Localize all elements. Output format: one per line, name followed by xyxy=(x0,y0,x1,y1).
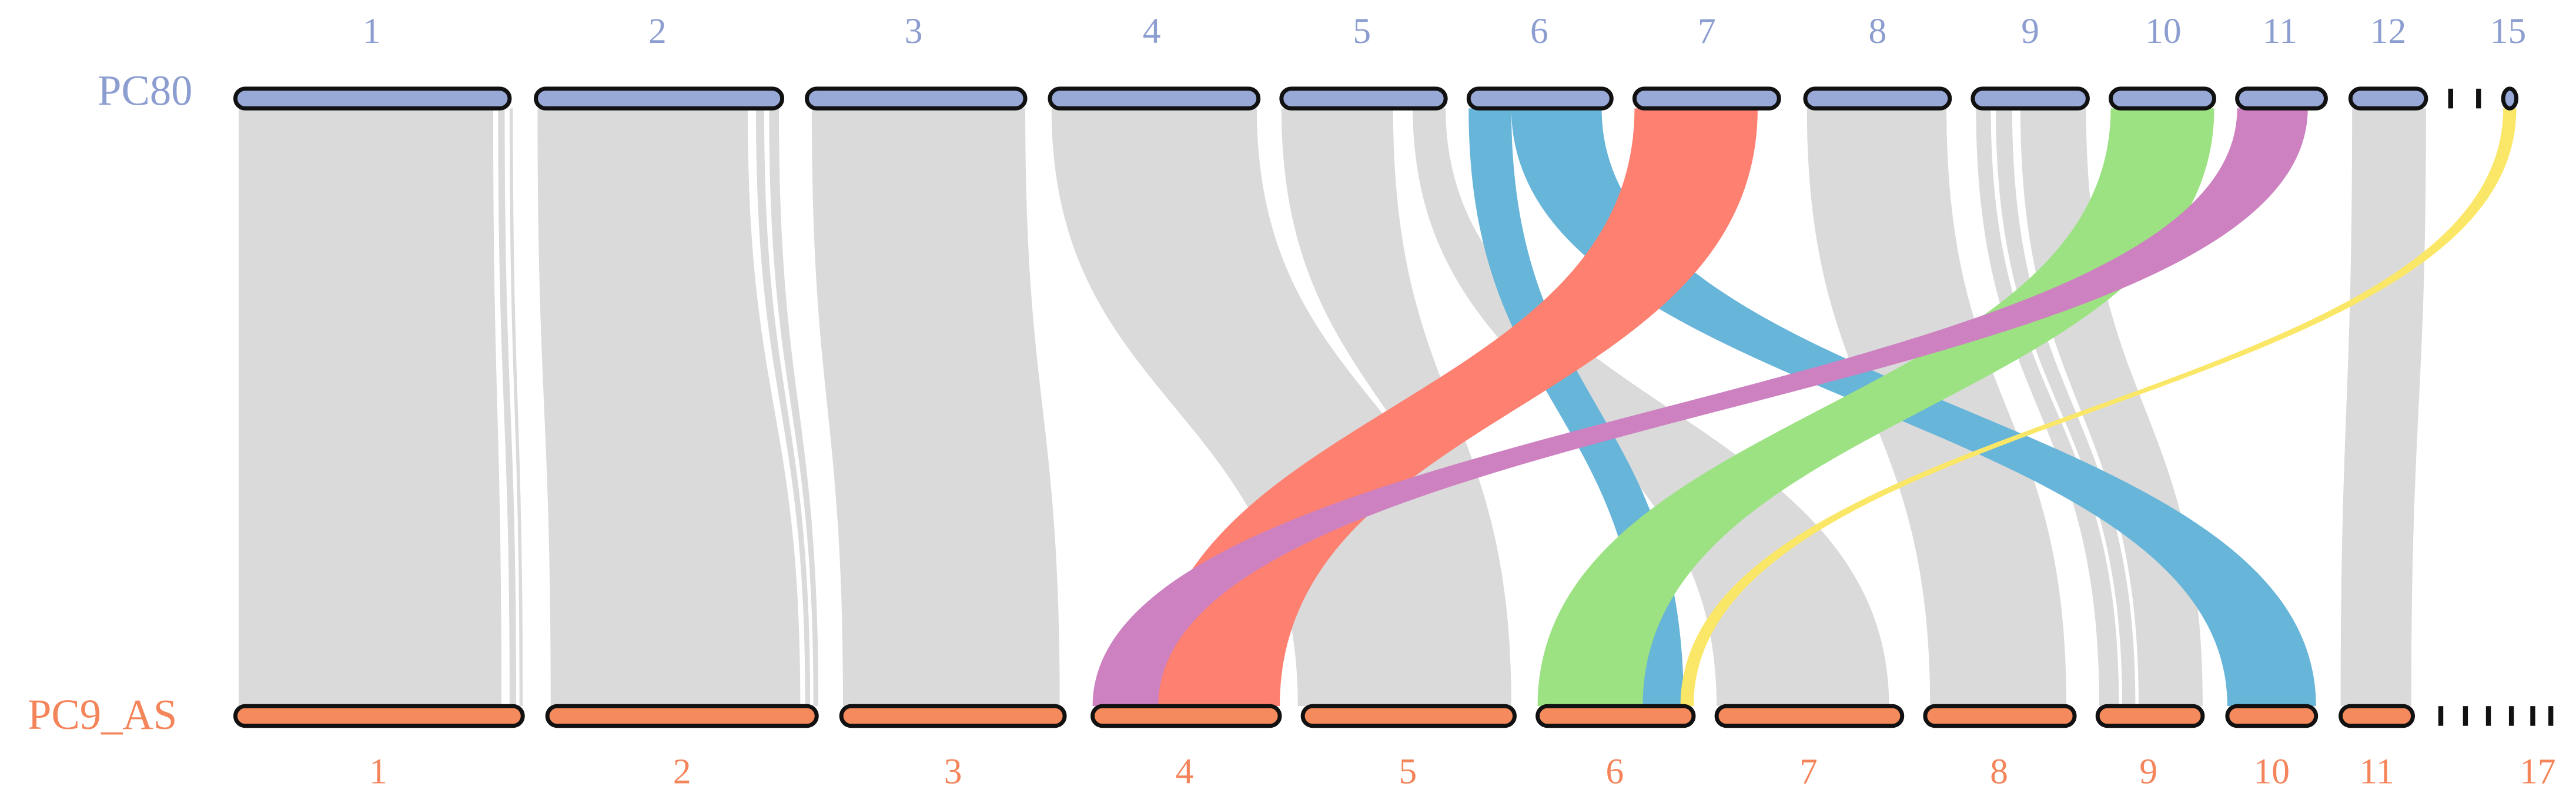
ribbon xyxy=(238,108,501,707)
bottom-chromosome-label: 3 xyxy=(944,752,962,792)
top-chromosome-label: 7 xyxy=(1698,11,1716,51)
top-chromosome xyxy=(534,86,785,111)
top-chromosome xyxy=(1632,86,1781,111)
top-chromosome xyxy=(1048,86,1261,111)
bottom-chromosome xyxy=(2438,706,2444,726)
top-chromosome xyxy=(1803,86,1952,111)
bottom-chromosome-label: 8 xyxy=(1990,752,2008,792)
bottom-chromosome xyxy=(1300,704,1517,728)
bottom-chromosome-label: 17 xyxy=(2520,752,2555,792)
ribbon xyxy=(1976,108,2119,707)
bottom-chromosome-label: 11 xyxy=(2359,752,2394,792)
ribbon xyxy=(1150,108,1758,707)
top-chromosome-label: 10 xyxy=(2145,11,2181,51)
bottom-chromosome xyxy=(233,704,525,728)
bottom-chromosome-label: 10 xyxy=(2254,752,2290,792)
top-chromosome xyxy=(1279,86,1448,111)
ribbon xyxy=(1051,108,1498,707)
top-chromosome xyxy=(233,86,512,111)
chromosomes xyxy=(233,86,2554,728)
ribbon xyxy=(1092,108,2308,707)
top-chromosome-label: 9 xyxy=(2021,11,2039,51)
bottom-chromosome xyxy=(1090,704,1282,728)
bottom-chromosome xyxy=(2463,706,2468,726)
bottom-chromosome xyxy=(1714,704,1905,728)
ribbons xyxy=(238,108,2517,707)
top-chromosome-label: 12 xyxy=(2370,11,2406,51)
ribbon xyxy=(498,108,517,707)
bottom-chromosome xyxy=(545,704,819,728)
ribbon xyxy=(1995,108,2136,707)
ribbon xyxy=(1537,108,2214,707)
top-chromosome-label: 11 xyxy=(2263,11,2297,51)
top-chromosome-label: 15 xyxy=(2490,11,2526,51)
top-chromosome-label: 5 xyxy=(1353,11,1371,51)
bottom-chromosome xyxy=(839,704,1067,728)
top-chromosome-label: 2 xyxy=(648,11,667,51)
bottom-genome-label: PC9_AS xyxy=(28,691,177,738)
ribbon xyxy=(811,108,1060,707)
bottom-chromosome-label: 5 xyxy=(1399,752,1417,792)
bottom-chromosome xyxy=(2548,706,2554,726)
top-chromosome xyxy=(1466,86,1614,111)
ribbon xyxy=(537,108,801,707)
ribbon xyxy=(509,108,523,707)
top-chromosome-label: 3 xyxy=(905,11,923,51)
top-chromosome xyxy=(2348,86,2428,111)
bottom-chromosome-label: 2 xyxy=(673,752,691,792)
top-chromosome-label: 6 xyxy=(1530,11,1548,51)
ribbon xyxy=(2340,108,2426,707)
ribbon xyxy=(769,108,819,707)
top-chromosome xyxy=(1971,86,2090,111)
bottom-chromosome xyxy=(2225,704,2319,728)
top-chromosome xyxy=(2109,86,2217,111)
bottom-chromosome-label: 1 xyxy=(369,752,387,792)
bottom-chromosome-label: 9 xyxy=(2139,752,2157,792)
top-chromosome-label: 1 xyxy=(363,11,381,51)
bottom-chromosome-label: 4 xyxy=(1176,752,1194,792)
bottom-chromosome-label: 7 xyxy=(1799,752,1818,792)
top-chromosome xyxy=(805,86,1028,111)
top-chromosome-label: 8 xyxy=(1868,11,1886,51)
ribbon xyxy=(755,108,811,707)
top-genome-label: PC80 xyxy=(98,67,192,115)
top-chromosome xyxy=(2235,86,2328,111)
bottom-chromosome xyxy=(2485,706,2491,726)
bottom-chromosome xyxy=(1923,704,2077,728)
bottom-chromosome xyxy=(1535,704,1696,728)
ribbon xyxy=(1680,108,2517,707)
bottom-chromosome xyxy=(2508,706,2514,726)
top-chromosome xyxy=(2501,86,2518,111)
bottom-chromosome-label: 6 xyxy=(1606,752,1624,792)
top-chromosome xyxy=(2476,88,2481,109)
top-chromosome-label: 4 xyxy=(1143,11,1161,51)
bottom-chromosome xyxy=(2339,704,2416,728)
bottom-chromosome xyxy=(2530,706,2535,726)
bottom-chromosome xyxy=(2095,704,2205,728)
top-chromosome xyxy=(2448,88,2453,109)
